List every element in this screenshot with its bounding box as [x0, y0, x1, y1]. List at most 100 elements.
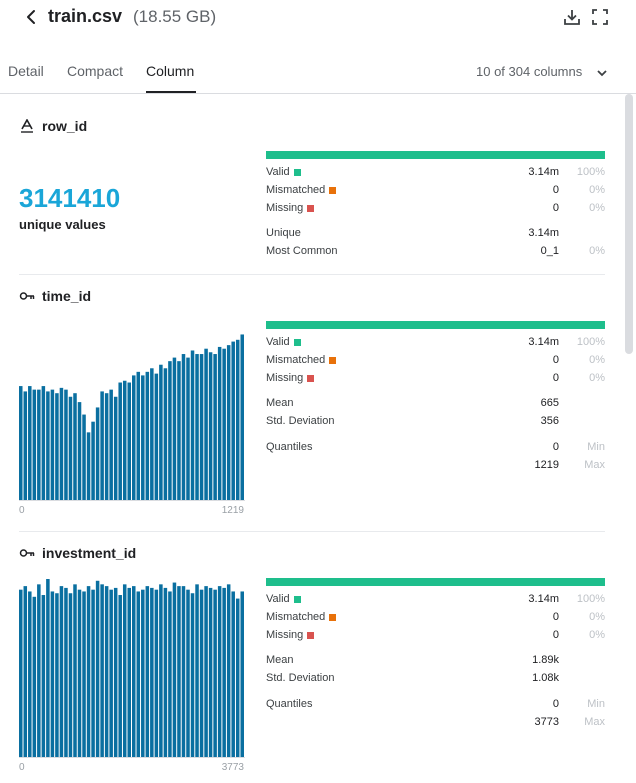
histogram-bar[interactable]	[50, 591, 55, 757]
histogram-bar[interactable]	[168, 361, 172, 500]
histogram-bar[interactable]	[32, 596, 37, 757]
histogram-bar[interactable]	[109, 589, 113, 757]
histogram-bar[interactable]	[217, 346, 222, 500]
histogram-bar[interactable]	[127, 382, 131, 500]
histogram-bar[interactable]	[181, 586, 186, 757]
histogram-bar[interactable]	[235, 598, 240, 757]
histogram-bar[interactable]	[159, 584, 163, 757]
histogram-bar[interactable]	[204, 586, 208, 757]
histogram-bar[interactable]	[104, 586, 109, 757]
histogram-bar[interactable]	[37, 584, 41, 757]
histogram-bar[interactable]	[95, 580, 100, 757]
histogram-bar[interactable]	[104, 393, 109, 500]
histogram-bar[interactable]	[195, 354, 199, 500]
histogram-bar[interactable]	[222, 348, 226, 500]
histogram-bar[interactable]	[186, 589, 190, 757]
histogram-bar[interactable]	[68, 593, 73, 757]
histogram-bar[interactable]	[86, 586, 91, 757]
histogram-bar[interactable]	[168, 591, 172, 757]
histogram-bar[interactable]	[213, 589, 217, 757]
histogram-bar[interactable]	[55, 393, 59, 500]
histogram-bar[interactable]	[199, 354, 204, 500]
histogram-bar[interactable]	[208, 352, 213, 500]
histogram-bar[interactable]	[113, 587, 118, 757]
histogram-bar[interactable]	[190, 593, 195, 757]
histogram-bar[interactable]	[150, 368, 154, 500]
histogram-bar[interactable]	[23, 391, 28, 500]
histogram-bar[interactable]	[37, 389, 41, 500]
histogram-bar[interactable]	[150, 587, 154, 757]
histogram-bar[interactable]	[226, 345, 231, 500]
histogram-bar[interactable]	[46, 579, 50, 757]
histogram-bar[interactable]	[59, 387, 64, 500]
histogram-bar[interactable]	[226, 584, 231, 757]
histogram-bar[interactable]	[154, 589, 159, 757]
histogram-bar[interactable]	[231, 341, 235, 500]
histogram-bar[interactable]	[50, 389, 55, 500]
histogram-bar[interactable]	[213, 354, 217, 500]
histogram-bar[interactable]	[91, 589, 95, 757]
histogram-bar[interactable]	[172, 582, 177, 757]
histogram-bar[interactable]	[222, 587, 226, 757]
histogram-bar[interactable]	[100, 584, 104, 757]
histogram-bar[interactable]	[240, 334, 244, 500]
histogram-bar[interactable]	[231, 591, 235, 757]
histogram-bar[interactable]	[95, 407, 100, 500]
histogram-bar[interactable]	[186, 357, 190, 500]
histogram-bar[interactable]	[141, 589, 145, 757]
histogram-bar[interactable]	[46, 391, 50, 500]
histogram-bar[interactable]	[41, 386, 46, 500]
histogram-bar[interactable]	[177, 586, 181, 757]
tab-detail[interactable]: Detail	[8, 63, 44, 79]
chevron-down-icon[interactable]	[596, 67, 608, 79]
histogram-bar[interactable]	[118, 595, 122, 757]
histogram-bar[interactable]	[154, 373, 159, 500]
histogram-bar[interactable]	[64, 587, 68, 757]
histogram-bar[interactable]	[136, 591, 141, 757]
histogram-bar[interactable]	[141, 375, 145, 500]
histogram-bar[interactable]	[59, 586, 64, 757]
histogram-bar[interactable]	[77, 589, 82, 757]
histogram-bar[interactable]	[41, 595, 46, 757]
download-icon[interactable]	[563, 8, 581, 26]
histogram-bar[interactable]	[32, 389, 37, 500]
histogram-bar[interactable]	[19, 589, 23, 757]
histogram-bar[interactable]	[190, 350, 195, 500]
histogram-bar[interactable]	[113, 396, 118, 500]
histogram-bar[interactable]	[127, 587, 131, 757]
histogram-bar[interactable]	[217, 586, 222, 757]
histogram-bar[interactable]	[204, 348, 208, 500]
histogram-bar[interactable]	[82, 591, 86, 757]
histogram-bar[interactable]	[145, 371, 150, 500]
histogram-bar[interactable]	[181, 354, 186, 500]
tab-compact[interactable]: Compact	[67, 63, 124, 79]
scrollbar-thumb[interactable]	[625, 94, 633, 354]
histogram-bar[interactable]	[28, 386, 32, 500]
histogram-bar[interactable]	[163, 368, 168, 500]
histogram-bar[interactable]	[122, 380, 127, 500]
histogram-bar[interactable]	[64, 389, 68, 500]
histogram-bar[interactable]	[55, 593, 59, 757]
fullscreen-icon[interactable]	[592, 9, 608, 25]
histogram-bar[interactable]	[73, 393, 77, 500]
columns-selector[interactable]: 10 of 304 columns	[476, 64, 583, 79]
histogram-bar[interactable]	[172, 357, 177, 500]
histogram-bar[interactable]	[132, 375, 136, 500]
histogram-bar[interactable]	[86, 432, 91, 500]
histogram-bar[interactable]	[199, 589, 204, 757]
histogram-bar[interactable]	[82, 414, 86, 500]
histogram-bar[interactable]	[159, 364, 163, 500]
histogram-bar[interactable]	[77, 402, 82, 500]
histogram-bar[interactable]	[163, 587, 168, 757]
histogram-bar[interactable]	[208, 587, 213, 757]
back-arrow-icon[interactable]	[22, 8, 40, 26]
histogram-bar[interactable]	[100, 391, 104, 500]
histogram-bar[interactable]	[91, 421, 95, 500]
histogram-bar[interactable]	[122, 584, 127, 757]
histogram-bar[interactable]	[235, 339, 240, 500]
histogram-bar[interactable]	[118, 382, 122, 500]
histogram-bar[interactable]	[177, 361, 181, 500]
histogram-bar[interactable]	[195, 584, 199, 757]
histogram-bar[interactable]	[132, 586, 136, 757]
histogram-bar[interactable]	[240, 591, 244, 757]
